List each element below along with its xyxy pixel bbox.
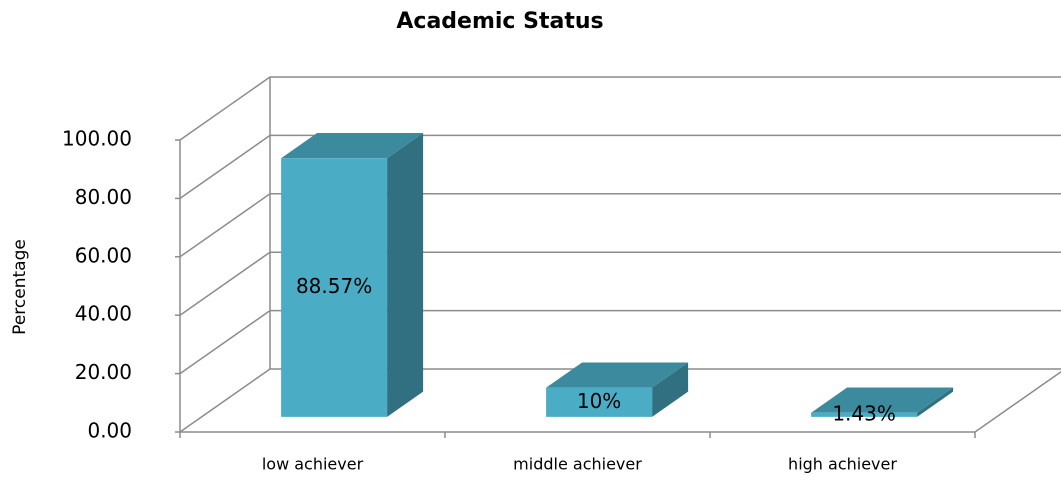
bar-side — [652, 362, 689, 417]
grid-line — [179, 76, 1061, 141]
grid-line — [179, 193, 1061, 258]
x-tick-label: high achiever — [788, 455, 897, 474]
y-tick-label: 20.00 — [75, 360, 132, 384]
bar-side — [387, 133, 424, 417]
y-tick-label: 40.00 — [75, 302, 132, 326]
bar — [811, 412, 918, 417]
bar-side — [917, 387, 954, 417]
y-tick-label: 0.00 — [87, 419, 132, 443]
y-tick-label: 100.00 — [62, 127, 132, 151]
bar — [546, 387, 653, 417]
grid-line — [179, 368, 1061, 433]
data-label: 88.57% — [296, 274, 372, 298]
y-tick-label: 60.00 — [75, 243, 132, 267]
bar — [281, 158, 388, 417]
y-tick-label: 80.00 — [75, 185, 132, 209]
x-tick-label: middle achiever — [513, 455, 642, 474]
bar-top — [281, 133, 424, 159]
bar-top — [811, 387, 954, 413]
grid-line — [179, 251, 1061, 316]
x-tick-label: low achiever — [262, 455, 364, 474]
grid-line — [179, 134, 1061, 200]
chart-title: Academic Status — [396, 9, 603, 34]
grid-line — [179, 309, 1061, 375]
data-label: 1.43% — [832, 401, 896, 425]
y-axis-label: Percentage — [10, 239, 30, 335]
data-label: 10% — [577, 389, 621, 413]
bar-top — [546, 362, 689, 388]
